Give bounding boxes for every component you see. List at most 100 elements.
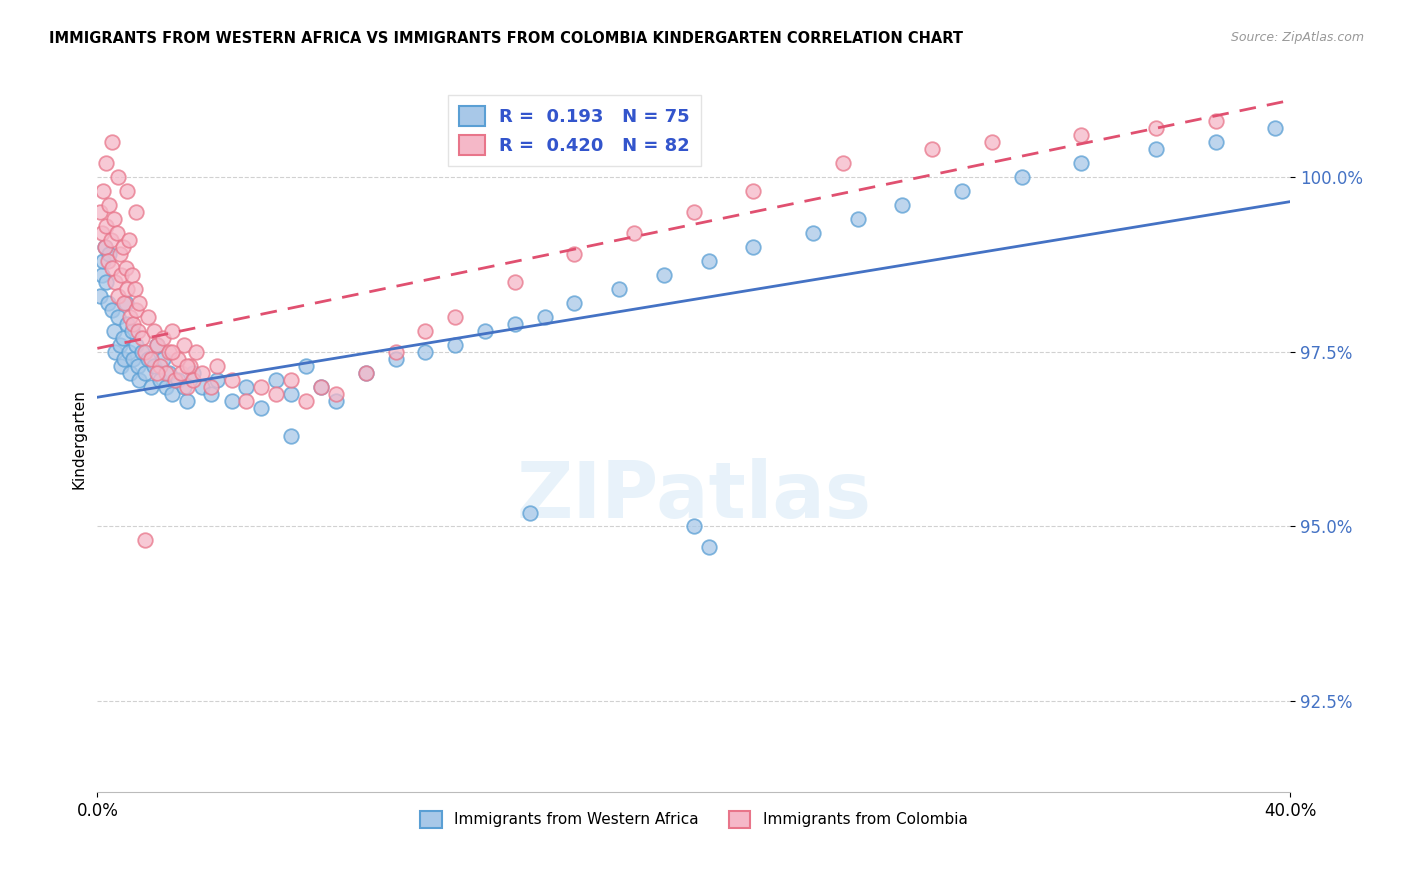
Point: [96, 156, 118, 170]
Point: [697, 254, 720, 268]
Point: [115, 282, 138, 296]
Point: [120, 366, 142, 380]
Point: [295, 359, 318, 373]
Point: [122, 317, 145, 331]
Y-axis label: Kindergarten: Kindergarten: [72, 389, 86, 489]
Point: [139, 380, 162, 394]
Point: [503, 275, 526, 289]
Point: [103, 324, 125, 338]
Point: [89, 205, 111, 219]
Point: [115, 184, 138, 198]
Point: [235, 380, 257, 394]
Point: [519, 506, 541, 520]
Point: [107, 289, 129, 303]
Point: [136, 351, 159, 366]
Point: [163, 373, 186, 387]
Point: [176, 380, 198, 394]
Point: [1205, 135, 1227, 149]
Point: [1011, 170, 1033, 185]
Point: [474, 324, 496, 338]
Point: [114, 296, 136, 310]
Point: [682, 519, 704, 533]
Point: [295, 393, 318, 408]
Point: [115, 317, 138, 331]
Point: [742, 184, 765, 198]
Point: [503, 317, 526, 331]
Point: [146, 366, 169, 380]
Point: [280, 428, 302, 442]
Point: [128, 373, 150, 387]
Point: [1264, 121, 1286, 136]
Point: [891, 198, 914, 212]
Point: [264, 373, 287, 387]
Point: [354, 366, 377, 380]
Point: [181, 373, 204, 387]
Point: [94, 240, 117, 254]
Point: [179, 359, 201, 373]
Point: [125, 338, 148, 352]
Point: [167, 373, 190, 387]
Point: [121, 324, 143, 338]
Point: [264, 386, 287, 401]
Point: [104, 344, 127, 359]
Point: [325, 386, 347, 401]
Point: [101, 260, 124, 275]
Point: [127, 359, 149, 373]
Point: [801, 226, 824, 240]
Point: [149, 359, 172, 373]
Point: [160, 324, 183, 338]
Point: [125, 205, 148, 219]
Point: [221, 393, 243, 408]
Legend: Immigrants from Western Africa, Immigrants from Colombia: Immigrants from Western Africa, Immigran…: [413, 805, 973, 834]
Point: [121, 268, 143, 282]
Point: [120, 310, 142, 324]
Point: [160, 386, 183, 401]
Point: [97, 254, 120, 268]
Point: [108, 338, 131, 352]
Point: [124, 282, 146, 296]
Point: [184, 344, 207, 359]
Point: [415, 344, 437, 359]
Point: [134, 344, 156, 359]
Point: [111, 331, 134, 345]
Point: [682, 205, 704, 219]
Point: [200, 380, 222, 394]
Point: [155, 380, 177, 394]
Point: [607, 282, 630, 296]
Point: [652, 268, 675, 282]
Point: [112, 296, 135, 310]
Point: [533, 310, 555, 324]
Point: [176, 393, 198, 408]
Point: [105, 226, 128, 240]
Point: [149, 373, 172, 387]
Point: [131, 331, 153, 345]
Point: [950, 184, 973, 198]
Point: [91, 254, 114, 268]
Point: [250, 380, 273, 394]
Point: [107, 170, 129, 185]
Point: [181, 366, 204, 380]
Point: [118, 233, 141, 247]
Point: [122, 351, 145, 366]
Point: [697, 541, 720, 555]
Point: [325, 393, 347, 408]
Point: [112, 351, 135, 366]
Point: [384, 351, 406, 366]
Point: [143, 359, 166, 373]
Point: [981, 135, 1004, 149]
Point: [157, 366, 180, 380]
Point: [114, 260, 136, 275]
Point: [280, 386, 302, 401]
Point: [415, 324, 437, 338]
Point: [190, 380, 212, 394]
Point: [90, 268, 112, 282]
Point: [309, 380, 332, 394]
Point: [846, 212, 869, 227]
Point: [96, 275, 118, 289]
Point: [160, 344, 183, 359]
Point: [623, 226, 645, 240]
Point: [250, 401, 273, 415]
Point: [564, 296, 586, 310]
Point: [742, 240, 765, 254]
Point: [1144, 121, 1167, 136]
